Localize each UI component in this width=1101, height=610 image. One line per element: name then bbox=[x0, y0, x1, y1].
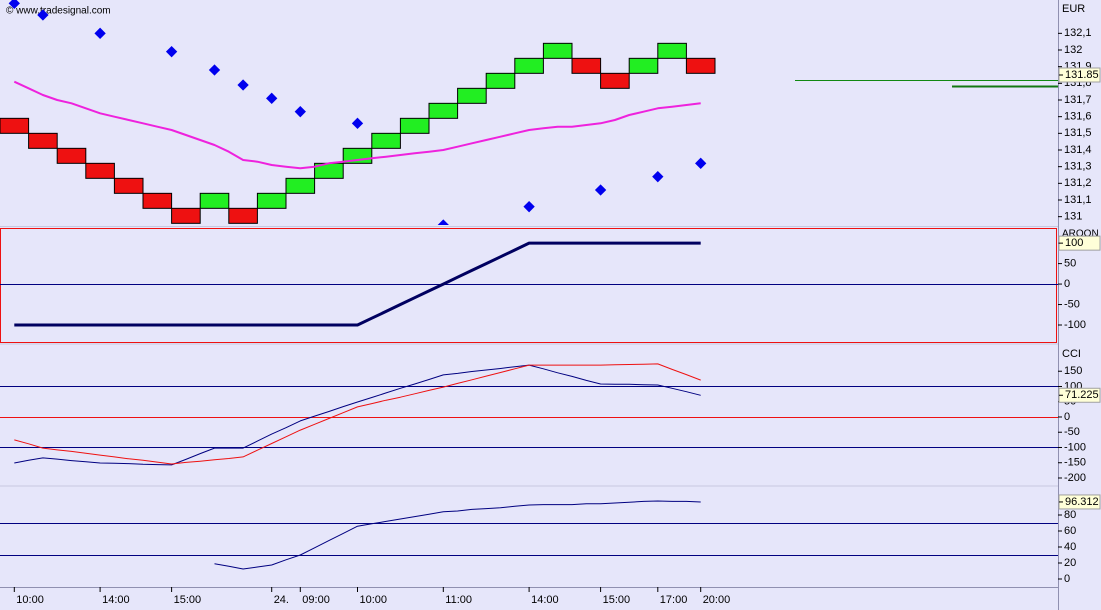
renko-brick bbox=[628, 57, 659, 74]
x-tick-label: 14:00 bbox=[531, 594, 559, 606]
y-tick-label: 131,7 bbox=[1064, 94, 1092, 106]
sar-dot bbox=[523, 201, 535, 213]
y-tick-label: 131,1 bbox=[1064, 194, 1092, 206]
renko-brick bbox=[85, 162, 115, 179]
y-tick-label: 131,2 bbox=[1064, 177, 1092, 189]
renko-brick bbox=[571, 57, 602, 74]
y-tick-label: 150 bbox=[1064, 365, 1082, 377]
y-tick-label: 0 bbox=[1064, 411, 1070, 423]
y-tick-label: -200 bbox=[1064, 472, 1086, 484]
series-line bbox=[14, 363, 701, 465]
y-tick-label: 40 bbox=[1064, 541, 1076, 553]
renko-brick bbox=[485, 72, 516, 89]
x-tick-label: 15:00 bbox=[603, 594, 631, 606]
sar-dot bbox=[437, 219, 449, 225]
x-tick-label: 11:00 bbox=[445, 594, 472, 606]
y-tick-label: -100 bbox=[1064, 319, 1086, 331]
panel-title: EUR bbox=[1062, 3, 1085, 15]
last-value-label: 71.225 bbox=[1065, 389, 1099, 401]
y-tick-label: 131,5 bbox=[1064, 127, 1092, 139]
series-line bbox=[14, 364, 701, 466]
y-tick-label: 80 bbox=[1064, 509, 1076, 521]
y-tick-label: 131,3 bbox=[1064, 161, 1092, 173]
y-tick-label: -100 bbox=[1064, 441, 1086, 453]
sar-dot bbox=[37, 9, 49, 21]
y-tick-label: 132 bbox=[1064, 44, 1082, 56]
renko-brick bbox=[142, 192, 173, 209]
x-tick-label: 17:00 bbox=[660, 594, 688, 606]
x-tick-label: 24. bbox=[274, 594, 289, 606]
renko-brick bbox=[514, 57, 544, 74]
y-tick-label: 60 bbox=[1064, 525, 1076, 537]
x-tick-label: 15:00 bbox=[174, 594, 202, 606]
last-value-label: 131.85 bbox=[1065, 69, 1099, 81]
renko-brick bbox=[542, 42, 573, 59]
renko-brick bbox=[285, 177, 316, 194]
series-line bbox=[14, 241, 701, 327]
renko-brick bbox=[371, 132, 401, 149]
plot-area bbox=[0, 363, 1058, 466]
series-line bbox=[214, 500, 701, 570]
x-tick-label: 10:00 bbox=[360, 594, 388, 606]
renko-brick bbox=[171, 207, 201, 224]
y-tick-label: 20 bbox=[1064, 557, 1076, 569]
renko-brick bbox=[685, 57, 716, 74]
sar-dot bbox=[695, 157, 707, 169]
sar-dot bbox=[94, 27, 106, 39]
series-line bbox=[13, 80, 701, 170]
plot-area bbox=[0, 500, 1058, 570]
x-tick-label: 09:00 bbox=[302, 594, 330, 606]
renko-brick bbox=[199, 192, 230, 209]
y-axis: 132,1132131,9131,8131,7131,6131,5131,413… bbox=[1058, 3, 1101, 223]
renko-brick bbox=[428, 102, 459, 119]
y-tick-label: 132,1 bbox=[1064, 27, 1092, 39]
last-value-label: 96.312 bbox=[1065, 496, 1099, 508]
y-tick-label: 50 bbox=[1064, 258, 1076, 270]
plot-area bbox=[0, 241, 1058, 327]
renko-brick bbox=[28, 132, 58, 149]
y-tick-label: 131,4 bbox=[1064, 144, 1092, 156]
renko-brick bbox=[457, 87, 487, 104]
y-tick-label: 0 bbox=[1064, 573, 1070, 585]
panel-title: CCI bbox=[1062, 348, 1081, 360]
sar-dot bbox=[652, 171, 664, 183]
renko-brick bbox=[399, 117, 430, 134]
x-tick-label: 20:00 bbox=[703, 594, 731, 606]
y-tick-label: 131,6 bbox=[1064, 111, 1092, 123]
y-tick-label: -50 bbox=[1064, 298, 1080, 310]
renko-brick bbox=[56, 147, 87, 164]
renko-brick bbox=[228, 207, 258, 224]
y-tick-label: 0 bbox=[1064, 278, 1070, 290]
renko-brick bbox=[0, 117, 30, 134]
renko-brick bbox=[657, 42, 687, 59]
y-tick-label: -150 bbox=[1064, 457, 1086, 469]
sar-dot bbox=[165, 46, 178, 58]
renko-brick bbox=[256, 192, 287, 209]
x-tick-label: 10:00 bbox=[16, 594, 44, 606]
panel-title: AROON bbox=[1062, 229, 1099, 240]
y-axis: 80 60 40 20 0 96.312 bbox=[1058, 494, 1101, 585]
y-tick-label: 131 bbox=[1064, 211, 1082, 223]
renko-brick bbox=[113, 177, 144, 194]
renko-brick bbox=[600, 72, 630, 89]
watermark: © www.tradesignal.com bbox=[6, 6, 111, 17]
x-tick-label: 14:00 bbox=[102, 594, 130, 606]
last-value-label: 100 bbox=[1065, 237, 1083, 249]
sar-dot bbox=[594, 184, 607, 196]
y-tick-label: -50 bbox=[1064, 426, 1080, 438]
panel-frame bbox=[0, 228, 1057, 343]
plot-area bbox=[0, 0, 716, 225]
